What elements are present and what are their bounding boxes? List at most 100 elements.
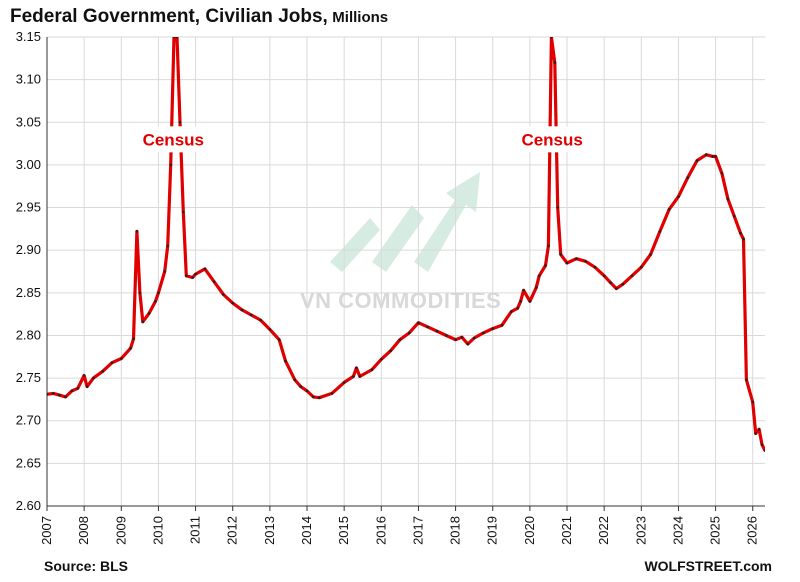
data-point [537, 274, 541, 278]
data-point [172, 37, 176, 39]
x-tick-label: 2023 [633, 516, 648, 545]
data-point [259, 318, 262, 322]
x-tick-labels: 2007 2008 2009 2010 2011 2012 2013 2014 2015 2016… [39, 516, 760, 545]
data-point [203, 267, 207, 271]
data-point [299, 385, 303, 388]
data-point [739, 231, 742, 235]
data-point [64, 395, 67, 399]
x-tick-label: 2018 [448, 516, 463, 545]
x-tick-label: 2019 [485, 516, 500, 545]
data-point [482, 331, 485, 335]
data-point [231, 301, 234, 305]
y-tick-label: 2.90 [16, 242, 41, 257]
data-point [166, 244, 169, 248]
data-point [370, 368, 374, 371]
data-point [175, 37, 179, 39]
x-tick-label: 2014 [299, 516, 314, 545]
y-tick-label: 3.05 [16, 114, 41, 129]
data-point [101, 370, 104, 373]
data-point [550, 37, 553, 39]
data-point [760, 443, 764, 446]
data-point [85, 385, 89, 388]
data-point [556, 206, 559, 209]
data-point [135, 230, 139, 233]
data-point [163, 270, 166, 273]
data-point [677, 195, 680, 198]
data-point [763, 449, 765, 452]
annotation-census: Census [143, 130, 204, 149]
data-point [435, 329, 439, 333]
data-point [630, 274, 634, 278]
y-tick-label: 3.00 [16, 157, 41, 172]
data-point [157, 291, 160, 295]
x-tick-label: 2020 [522, 516, 537, 545]
data-point [342, 381, 346, 384]
chart-title: Federal Government, Civilian Jobs, Milli… [10, 6, 388, 28]
data-point [398, 338, 402, 342]
x-tick-label: 2021 [559, 516, 574, 545]
data-point [389, 349, 392, 353]
x-tick-label: 2016 [373, 516, 388, 545]
data-point [602, 274, 606, 278]
data-point [742, 237, 745, 241]
data-point [609, 281, 612, 284]
y-tick-label: 2.70 [16, 413, 41, 428]
title-main: Federal Government, Civilian Jobs, [10, 6, 328, 27]
x-tick-label: 2015 [336, 516, 351, 545]
data-point [615, 287, 618, 290]
axes [46, 37, 765, 511]
data-point [407, 331, 411, 335]
data-point [559, 253, 562, 256]
data-point [460, 335, 464, 339]
data-point [129, 346, 132, 350]
data-point [686, 176, 689, 179]
data-point [222, 293, 225, 296]
data-point [544, 264, 547, 267]
data-point [293, 378, 297, 382]
annotation-census: Census [521, 130, 582, 149]
y-tick-label: 2.85 [16, 285, 41, 300]
x-tick-label: 2009 [113, 516, 128, 545]
data-point [491, 327, 495, 330]
data-point [732, 214, 736, 218]
data-point [212, 280, 216, 284]
data-point [120, 357, 123, 360]
data-point [575, 257, 578, 261]
data-point [76, 387, 80, 390]
data-point [185, 274, 188, 278]
data-point [58, 393, 61, 397]
data-point [466, 342, 470, 346]
data-point [70, 389, 74, 393]
data-point [726, 197, 730, 201]
data-point [584, 260, 587, 263]
x-tick-label: 2024 [670, 516, 685, 545]
x-tick-label: 2008 [76, 516, 91, 545]
x-tick-label: 2025 [708, 516, 723, 545]
y-tick-label: 3.10 [16, 72, 41, 87]
y-tick-label: 2.60 [16, 498, 41, 513]
data-point [519, 300, 522, 303]
data-point [305, 389, 309, 393]
data-point [667, 208, 671, 211]
data-point [417, 321, 420, 325]
data-point [318, 396, 321, 400]
y-tick-labels: 2.60 2.65 2.70 2.75 2.80 2.85 2.90 2.95 3.00 3.05… [16, 29, 41, 513]
x-tick-label: 2026 [745, 516, 760, 545]
data-point [169, 163, 172, 167]
data-point [757, 428, 761, 431]
data-point [751, 400, 754, 404]
data-point [547, 244, 550, 248]
data-point [52, 392, 55, 395]
x-tick-label: 2011 [188, 516, 203, 544]
data-point [82, 374, 86, 377]
x-tick-label: 2007 [39, 516, 54, 545]
data-point [352, 375, 355, 378]
data-point [528, 300, 532, 303]
data-point [553, 61, 557, 64]
data-point [277, 338, 281, 342]
source-label: Source: BLS [44, 558, 129, 574]
data-point [147, 312, 151, 315]
x-tick-label: 2013 [262, 516, 277, 545]
x-tick-label: 2012 [225, 516, 240, 545]
